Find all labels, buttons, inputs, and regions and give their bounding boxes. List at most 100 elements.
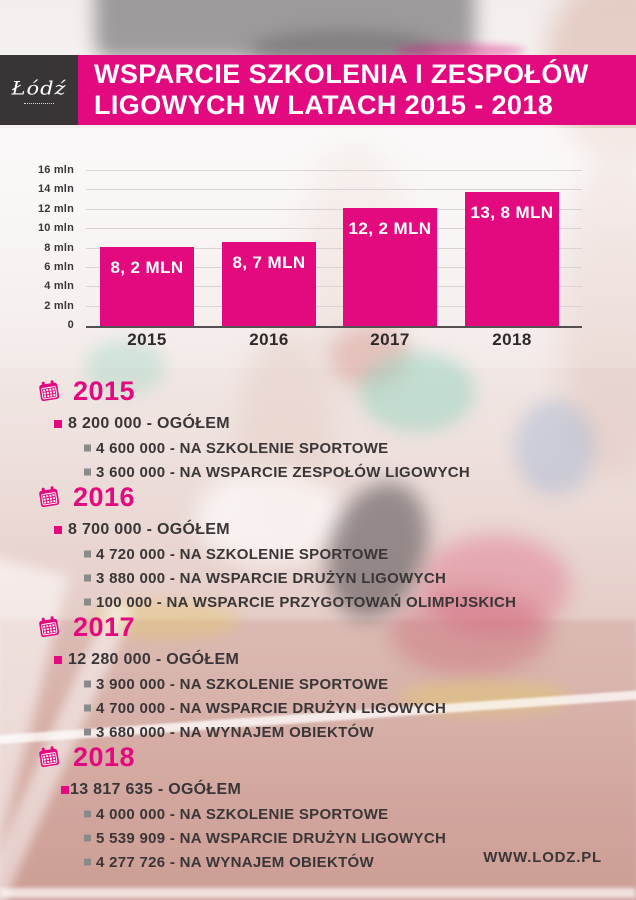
y-axis-tick-label: 4 mln [44, 280, 74, 293]
year-items: 12 280 000 - OGÓŁEM 3 900 000 - NA SZKOLE… [0, 648, 636, 744]
header-banner: Łódź WSPARCIE SZKOLENIA I ZESPOŁÓW LIGOW… [0, 55, 636, 125]
page-title: WSPARCIE SZKOLENIA I ZESPOŁÓW LIGOWYCH W… [78, 55, 636, 125]
year-items: 13 817 635 - OGÓŁEM 4 000 000 - NA SZKOLE… [0, 778, 636, 874]
x-axis-label-2015: 2015 [127, 330, 167, 349]
bar-2015: 8, 2 MLN [100, 247, 194, 326]
chart-gridline [86, 228, 582, 230]
y-axis-tick-label: 2 mln [44, 299, 74, 312]
calendar-icon [39, 616, 60, 638]
square-bullet-icon [54, 656, 62, 664]
breakdown-item: 3 900 000 - NA SZKOLENIE SPORTOWE [0, 672, 636, 696]
total-item: 8 700 000 - OGÓŁEM [0, 518, 636, 542]
year-heading: 2018 [73, 741, 136, 772]
year-section-2018: 2018 13 817 635 - OGÓŁEM 4 000 000 - NA SZ… [0, 742, 636, 874]
chart-gridline [86, 286, 582, 288]
background-track-line [0, 888, 636, 898]
chart-gridline [86, 247, 582, 249]
item-text: 5 539 909 - NA WSPARCIE DRUŻYN LIGOWYCH [96, 829, 447, 847]
square-bullet-icon [61, 786, 69, 794]
breakdown-item: 4 720 000 - NA SZKOLENIE SPORTOWE [0, 542, 636, 566]
y-axis-tick-label: 0 [67, 319, 74, 331]
year-heading-row: 2018 [0, 742, 636, 772]
total-item: 8 200 000 - OGÓŁEM [0, 412, 636, 436]
item-text: 4 600 000 - NA SZKOLENIE SPORTOWE [96, 439, 389, 457]
square-bullet-icon [84, 444, 91, 452]
bar-value-label: 8, 7 MLN [232, 253, 306, 272]
breakdown-item: 5 539 909 - NA WSPARCIE DRUŻYN LIGOWYCH [0, 826, 636, 850]
bar-value-label: 13, 8 MLN [470, 203, 554, 222]
x-axis-label-2018: 2018 [492, 330, 532, 349]
bar-2017: 12, 2 MLN [343, 208, 437, 326]
square-bullet-icon [84, 680, 91, 688]
item-text: 3 880 000 - NA WSPARCIE DRUŻYN LIGOWYCH [96, 569, 447, 587]
year-heading: 2017 [73, 611, 136, 642]
y-axis-tick-label: 10 mln [37, 222, 74, 235]
y-axis-tick-label: 6 mln [44, 260, 74, 273]
square-bullet-icon [84, 598, 91, 606]
item-text: 4 720 000 - NA SZKOLENIE SPORTOWE [96, 545, 389, 563]
total-item: 12 280 000 - OGÓŁEM [0, 648, 636, 672]
background-runner-shorts [95, 0, 475, 60]
year-section-2016: 2016 8 700 000 - OGÓŁEM 4 720 000 - NA SZK… [0, 482, 636, 614]
item-text: 3 680 000 - NA WYNAJEM OBIEKTÓW [96, 723, 374, 741]
square-bullet-icon [84, 834, 91, 842]
square-bullet-icon [84, 468, 91, 476]
breakdown-item: 4 000 000 - NA SZKOLENIE SPORTOWE [0, 802, 636, 826]
item-text: 3 600 000 - NA WSPARCIE ZESPOŁÓW LIGOWYC… [96, 463, 471, 481]
calendar-icon [39, 486, 60, 508]
y-axis-tick-label: 14 mln [37, 183, 74, 196]
chart-gridline [86, 266, 582, 268]
y-axis-tick-label: 12 mln [37, 202, 74, 215]
chart-gridline [86, 208, 582, 210]
calendar-icon [39, 746, 60, 768]
lodz-logo-text: Łódź [11, 77, 67, 99]
square-bullet-icon [84, 728, 91, 736]
title-line-1: WSPARCIE SZKOLENIA I ZESPOŁÓW [94, 59, 589, 89]
item-text: 4 700 000 - NA WSPARCIE DRUŻYN LIGOWYCH [96, 699, 447, 717]
item-text: 100 000 - NA WSPARCIE PRZYGOTOWAŃ OLIMPI… [96, 593, 517, 611]
year-items: 8 200 000 - OGÓŁEM 4 600 000 - NA SZKOLEN… [0, 412, 636, 484]
year-heading: 2015 [73, 375, 136, 406]
title-line-2: LIGOWYCH W LATACH 2015 - 2018 [94, 90, 554, 120]
square-bullet-icon [84, 810, 91, 818]
chart-gridline [86, 189, 582, 191]
square-bullet-icon [84, 550, 91, 558]
bar-2018: 13, 8 MLN [465, 192, 559, 326]
item-text: 4 000 000 - NA SZKOLENIE SPORTOWE [96, 805, 389, 823]
breakdown-item: 3 880 000 - NA WSPARCIE DRUŻYN LIGOWYCH [0, 566, 636, 590]
item-text: 3 900 000 - NA SZKOLENIE SPORTOWE [96, 675, 389, 693]
x-axis-label-2016: 2016 [249, 330, 289, 349]
square-bullet-icon [84, 704, 91, 712]
year-items: 8 700 000 - OGÓŁEM 4 720 000 - NA SZKOLEN… [0, 518, 636, 614]
breakdown-item: 100 000 - NA WSPARCIE PRZYGOTOWAŃ OLIMPI… [0, 590, 636, 614]
square-bullet-icon [84, 574, 91, 582]
lodz-logo-underline [24, 103, 54, 104]
item-text: 13 817 635 - OGÓŁEM [70, 781, 242, 798]
item-text: 12 280 000 - OGÓŁEM [68, 651, 240, 668]
year-heading-row: 2015 [0, 376, 636, 406]
square-bullet-icon [54, 526, 62, 534]
x-axis-label-2017: 2017 [370, 330, 410, 349]
square-bullet-icon [54, 420, 62, 428]
y-axis-tick-label: 8 mln [44, 241, 74, 254]
breakdown-item: 4 600 000 - NA SZKOLENIE SPORTOWE [0, 436, 636, 460]
chart-y-axis: 16 mln 14 mln 12 mln 10 mln 8 mln 6 mln 4 mln 2… [28, 164, 80, 331]
bar-2016: 8, 7 MLN [222, 242, 316, 326]
square-bullet-icon [84, 858, 91, 866]
chart-plot-area: 8, 2 MLN 8, 7 MLN 12, 2 MLN 13, 8 MLN [86, 170, 582, 328]
calendar-icon [39, 380, 60, 402]
chart-gridline [86, 170, 582, 171]
website-url: WWW.LODZ.PL [483, 849, 602, 866]
chart-gridline [86, 305, 582, 307]
year-section-2015: 2015 8 200 000 - OGÓŁEM 4 600 000 - NA SZK… [0, 376, 636, 484]
breakdown-item: 4 277 726 - NA WYNAJEM OBIEKTÓW [0, 850, 636, 874]
bar-value-label: 8, 2 MLN [110, 258, 184, 277]
year-heading-row: 2016 [0, 482, 636, 512]
item-text: 8 200 000 - OGÓŁEM [68, 415, 230, 432]
breakdown-item: 3 680 000 - NA WYNAJEM OBIEKTÓW [0, 720, 636, 744]
year-heading: 2016 [73, 481, 136, 512]
breakdown-item: 4 700 000 - NA WSPARCIE DRUŻYN LIGOWYCH [0, 696, 636, 720]
item-text: 4 277 726 - NA WYNAJEM OBIEKTÓW [96, 853, 374, 871]
total-item: 13 817 635 - OGÓŁEM [0, 778, 636, 802]
